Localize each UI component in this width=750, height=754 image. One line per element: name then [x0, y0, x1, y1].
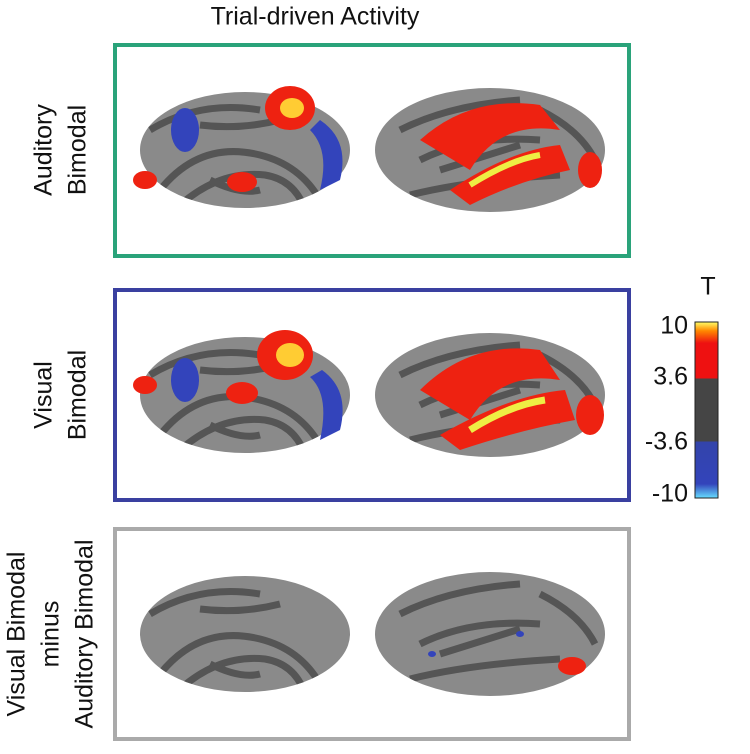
panel-box	[113, 43, 631, 258]
colorbar-label: T	[700, 273, 715, 301]
row-label: Visual	[30, 361, 58, 429]
row-label: Bimodal	[64, 105, 92, 195]
panel-box	[113, 527, 631, 741]
panel-box	[113, 288, 631, 502]
row-label: Visual Bimodal	[3, 552, 31, 717]
brain-pair	[133, 86, 605, 212]
figure-title: Trial-driven Activity	[211, 3, 420, 31]
colorbar-tick-label: -3.6	[645, 428, 688, 456]
colorbar-tick-label: 10	[660, 312, 688, 340]
brain-pair	[133, 330, 605, 457]
row-label: Auditory	[30, 104, 58, 196]
colorbar	[694, 321, 719, 499]
colorbar-tick-label: 3.6	[653, 363, 688, 391]
row-label: Auditory Bimodal	[71, 540, 99, 729]
row-label: minus	[37, 601, 65, 668]
colorbar-tick-label: -10	[652, 480, 688, 508]
brain-pair	[140, 572, 605, 696]
row-label: Bimodal	[64, 350, 92, 440]
